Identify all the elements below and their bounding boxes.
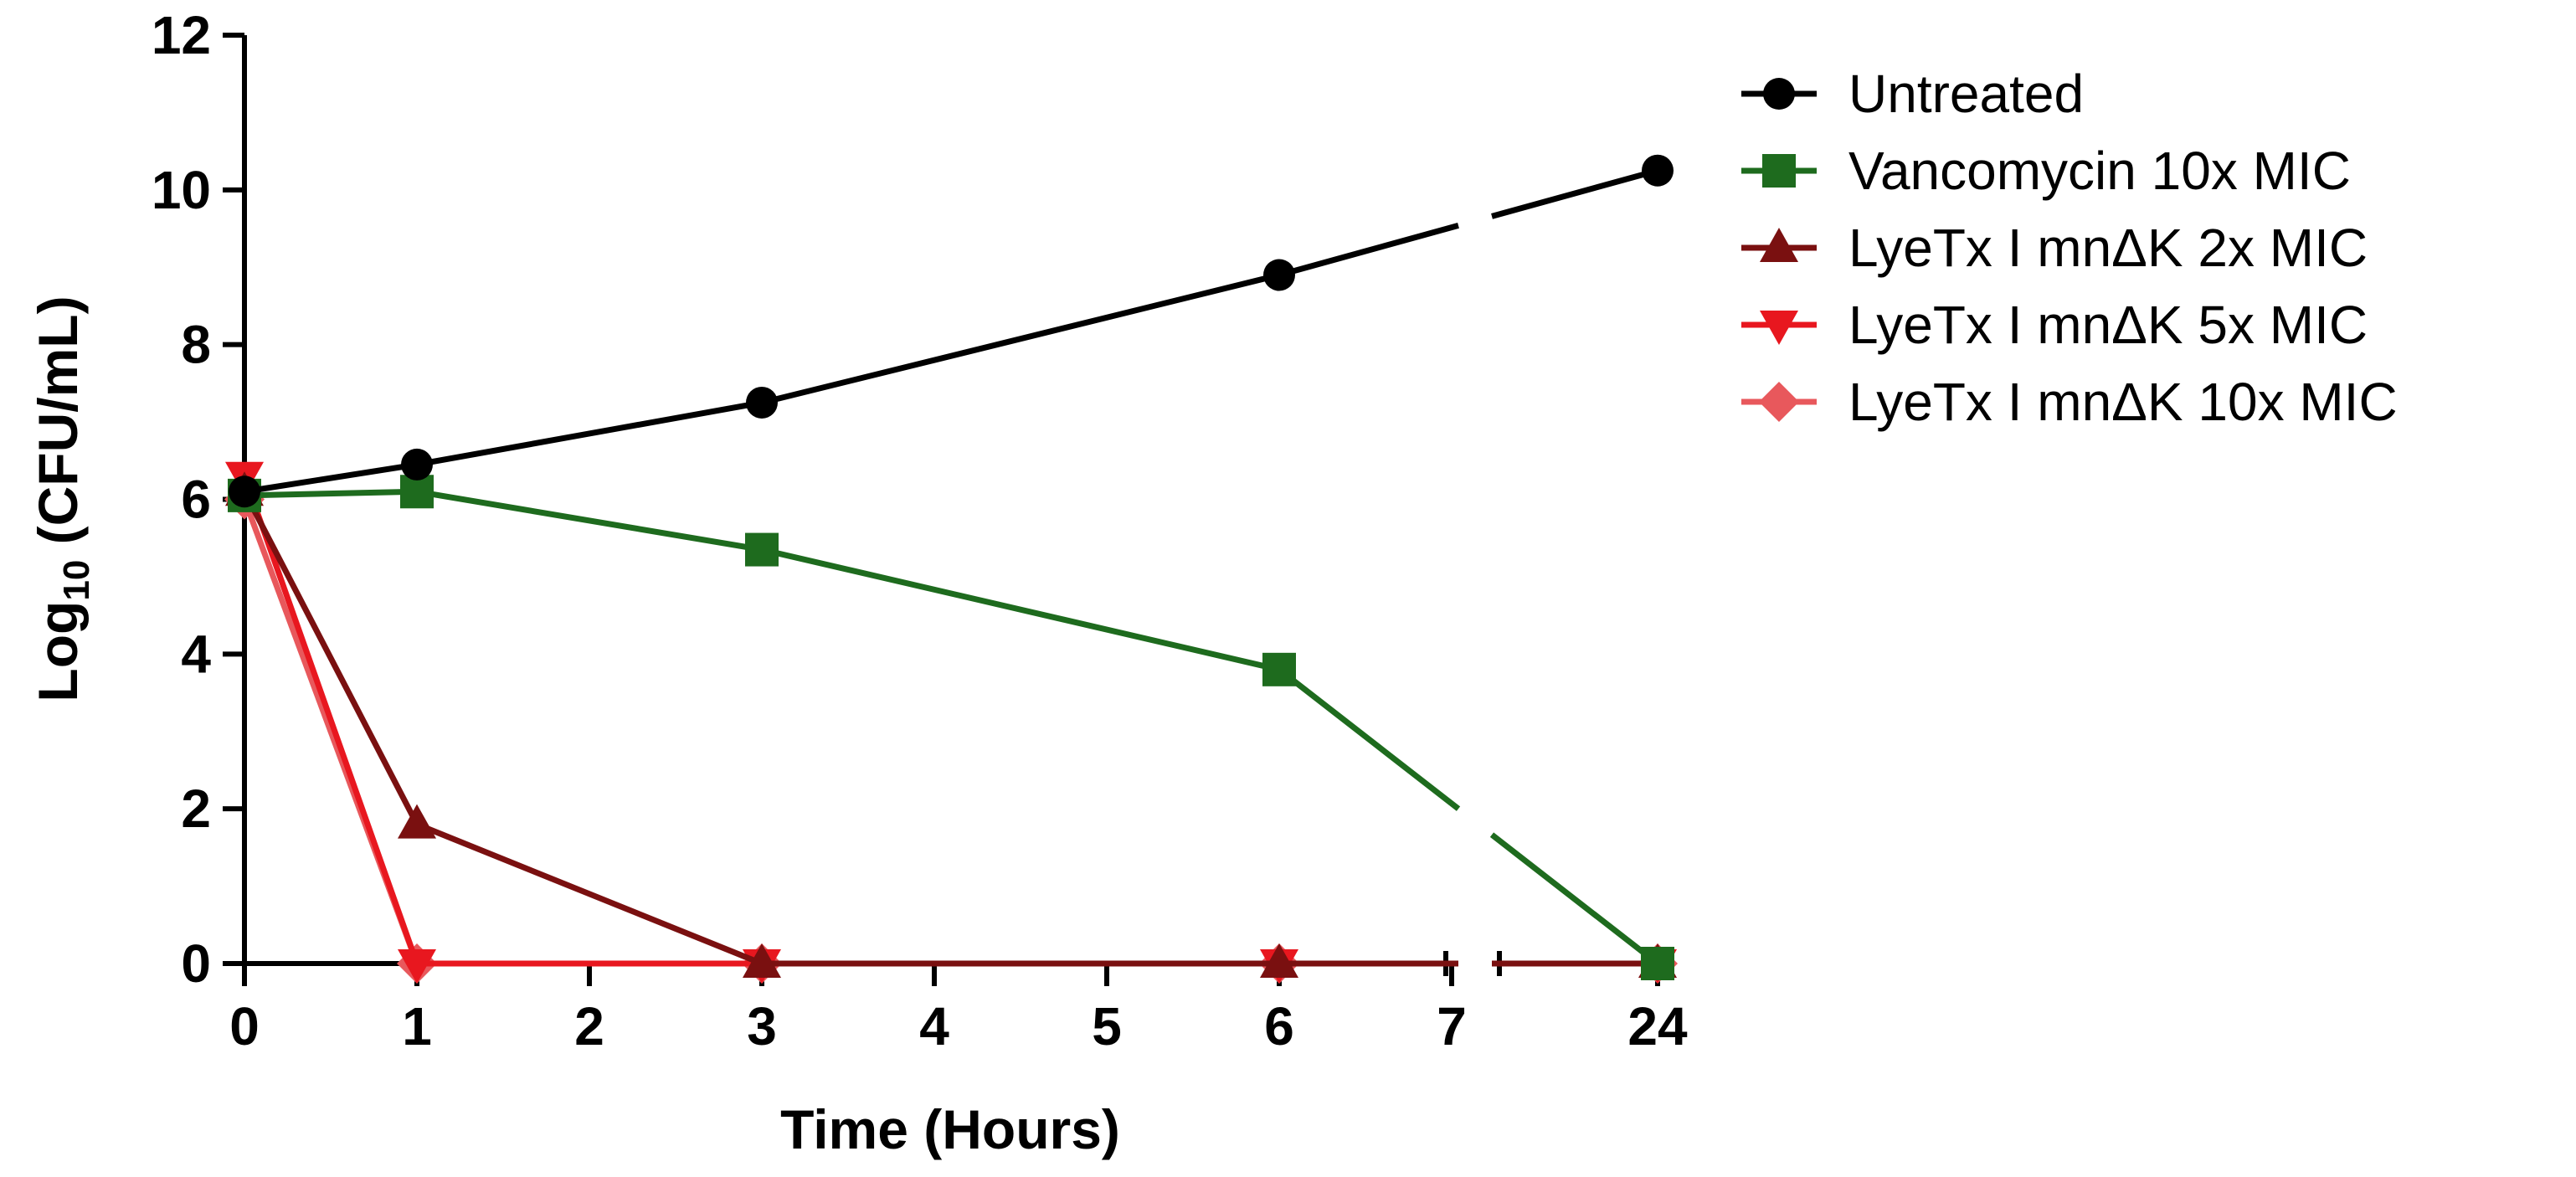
- data-point-marker: [1262, 652, 1296, 686]
- series-line-segment: [1491, 167, 1658, 219]
- y-tick-label: 6: [181, 470, 211, 530]
- legend-item: LyeTx I mnΔK 10x MIC: [1741, 372, 2398, 432]
- x-tick-label: 7: [1437, 996, 1467, 1056]
- data-point-marker: [1641, 947, 1674, 980]
- x-tick-label: 24: [1627, 996, 1688, 1056]
- series-layer: [224, 154, 1678, 984]
- data-point-marker: [401, 448, 433, 481]
- x-tick-label: 5: [1092, 996, 1122, 1056]
- y-tick-label: 12: [152, 5, 211, 65]
- series-4: [224, 479, 1678, 984]
- legend-marker: [1762, 154, 1796, 188]
- y-tick-label: 2: [181, 779, 211, 839]
- x-tick-label: 3: [747, 996, 777, 1056]
- x-tick-label: 0: [229, 996, 260, 1056]
- legend-label: LyeTx I mnΔK 5x MIC: [1848, 295, 2368, 355]
- series-3: [225, 461, 1677, 984]
- data-point-marker: [229, 475, 260, 508]
- data-point-marker: [743, 943, 781, 978]
- series-line-segment: [416, 399, 763, 468]
- legend-label: Untreated: [1848, 64, 2084, 124]
- legend-item: LyeTx I mnΔK 2x MIC: [1741, 218, 2368, 278]
- y-tick-label: 8: [181, 315, 211, 375]
- legend-label: LyeTx I mnΔK 2x MIC: [1848, 218, 2368, 278]
- legend-item: LyeTx I mnΔK 5x MIC: [1741, 295, 2368, 355]
- series-line-segment: [1277, 667, 1461, 811]
- data-point-marker: [1263, 259, 1295, 291]
- x-tick-label: 1: [402, 996, 432, 1056]
- data-point-marker: [745, 532, 779, 567]
- y-ticks: 0 2 4 6 8 10 12: [152, 5, 244, 994]
- y-axis-label-main: Log: [27, 601, 89, 702]
- series-0: [229, 154, 1674, 508]
- data-point-marker: [1642, 154, 1674, 187]
- series-line-segment: [241, 490, 420, 826]
- data-point-marker: [398, 804, 436, 839]
- legend-label: LyeTx I mnΔK 10x MIC: [1848, 372, 2398, 432]
- series-2: [225, 471, 1677, 978]
- axes: [242, 35, 1658, 976]
- legend-label: Vancomycin 10x MIC: [1848, 141, 2351, 201]
- series-line-segment: [1489, 832, 1660, 966]
- series-line-segment: [416, 488, 763, 553]
- y-tick-label: 10: [152, 160, 211, 220]
- series-line-segment: [761, 547, 1280, 673]
- series-line-segment: [1278, 223, 1459, 278]
- x-ticks: 0 1 2 3 4 5 6 7 24: [229, 964, 1688, 1056]
- y-axis-label: Log10 (CFU/mL): [27, 296, 97, 702]
- legend-marker: [1760, 311, 1798, 345]
- series-line-segment: [244, 488, 418, 499]
- y-tick-label: 4: [181, 624, 211, 684]
- series-line-segment: [244, 461, 418, 495]
- series-1: [228, 475, 1674, 980]
- series-line-segment: [241, 475, 420, 965]
- series-line-segment: [415, 821, 764, 967]
- x-tick-label: 2: [574, 996, 604, 1056]
- series-line-segment: [761, 272, 1280, 406]
- data-point-marker: [746, 386, 778, 419]
- legend-marker: [1763, 78, 1795, 110]
- y-tick-label: 0: [181, 933, 211, 994]
- legend-marker: [1759, 382, 1799, 422]
- x-tick-label: 6: [1264, 996, 1294, 1056]
- y-axis-label-subscript: 10: [56, 560, 97, 601]
- data-point-marker: [1260, 943, 1298, 978]
- data-point-marker: [398, 949, 436, 984]
- x-tick-label: 4: [919, 996, 949, 1056]
- data-point-marker: [400, 475, 434, 509]
- legend-marker: [1760, 228, 1798, 262]
- legend: Untreated Vancomycin 10x MIC LyeTx I mnΔK …: [1741, 64, 2398, 432]
- legend-item: Vancomycin 10x MIC: [1741, 141, 2351, 201]
- legend-item: Untreated: [1741, 64, 2084, 124]
- x-axis-label: Time (Hours): [780, 1098, 1120, 1160]
- y-axis-label-rest: (CFU/mL): [27, 296, 89, 559]
